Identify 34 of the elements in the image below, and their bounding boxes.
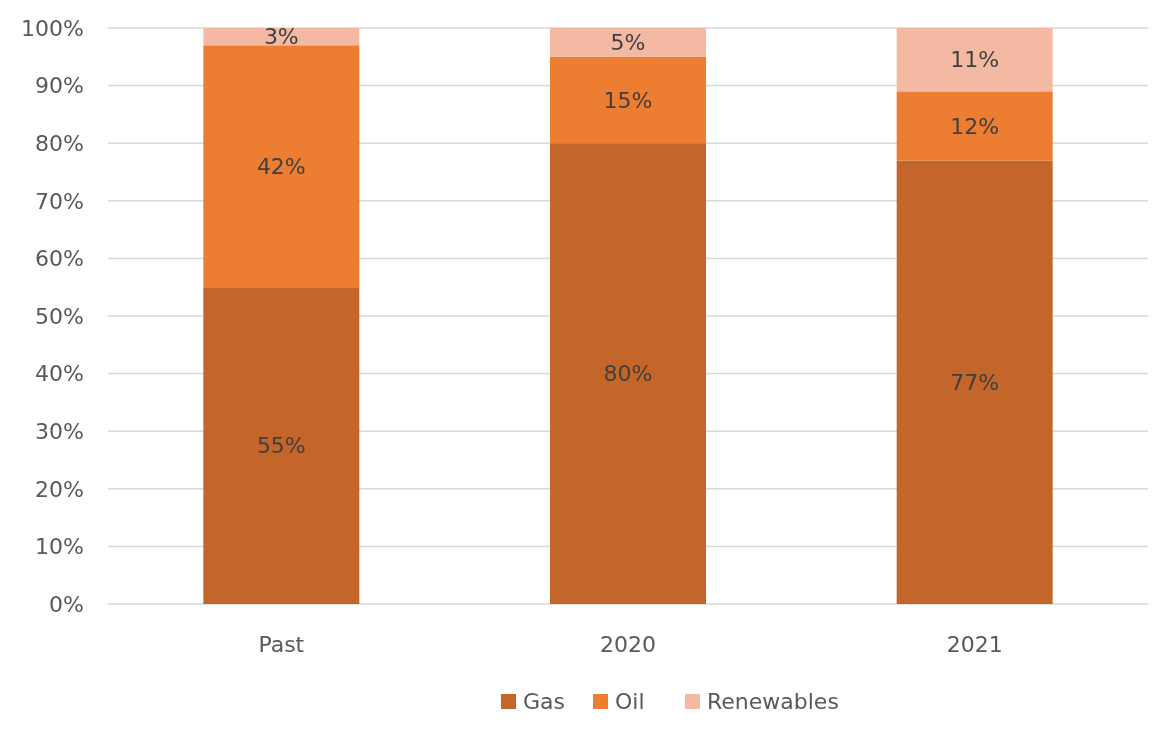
y-tick-label: 50% [35,303,84,329]
y-tick-label: 80% [35,130,84,156]
data-label: 11% [950,47,1000,73]
data-label: 15% [603,87,653,113]
bar [203,45,360,288]
bar [203,287,360,604]
bar [896,91,1053,161]
x-tick-label: Past [258,632,305,657]
bar [550,56,706,144]
y-tick-label: 40% [35,361,84,387]
legend-label: Renewables [707,689,839,714]
y-tick-label: 70% [35,188,84,214]
bar [896,160,1053,604]
data-label: 5% [610,30,646,56]
x-tick-label: 2021 [946,632,1003,657]
y-tick-label: 100% [21,15,84,41]
y-tick-label: 90% [35,73,84,99]
data-label: 42% [256,153,306,179]
legend-label: Gas [523,689,565,714]
x-tick-label: 2020 [600,632,656,657]
y-tick-label: 10% [35,534,84,560]
data-label: 55% [256,433,306,459]
legend-label: Oil [615,689,645,714]
y-tick-label: 60% [35,246,84,272]
bar [550,143,706,604]
data-label: 77% [950,369,1000,395]
y-tick-label: 0% [49,591,84,617]
bar [896,28,1053,92]
data-label: 12% [950,113,1000,139]
y-tick-label: 20% [35,476,84,502]
data-label: 3% [263,24,299,50]
y-tick-label: 30% [35,418,84,444]
bar [550,28,706,57]
data-label: 80% [603,361,653,387]
